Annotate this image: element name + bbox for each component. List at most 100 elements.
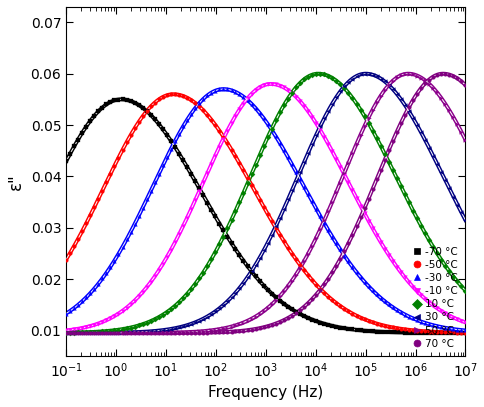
Point: [223, 225, 231, 232]
Point: [142, 196, 150, 203]
Point: [147, 328, 154, 335]
Point: [287, 90, 295, 96]
Point: [428, 73, 436, 80]
Point: [428, 302, 436, 309]
Point: [453, 75, 460, 82]
Point: [70, 329, 78, 336]
Point: [114, 251, 122, 257]
Point: [324, 141, 332, 147]
Point: [421, 137, 428, 143]
Point: [396, 96, 404, 103]
Point: [251, 189, 259, 195]
Point: [295, 265, 303, 271]
Point: [348, 310, 356, 317]
Point: [400, 311, 408, 318]
Point: [175, 329, 182, 336]
Point: [74, 326, 82, 332]
Point: [328, 100, 335, 107]
Point: [122, 330, 130, 336]
Point: [256, 311, 263, 317]
Point: [279, 102, 287, 109]
Point: [211, 213, 219, 220]
Point: [332, 156, 339, 162]
Point: [227, 294, 235, 300]
Point: [284, 154, 291, 160]
Point: [62, 330, 70, 336]
Point: [412, 317, 420, 323]
Point: [166, 91, 174, 98]
Point: [94, 320, 102, 327]
Point: [183, 94, 191, 101]
Point: [215, 326, 223, 333]
Point: [336, 179, 344, 186]
Point: [175, 130, 182, 137]
Point: [348, 75, 356, 82]
Point: [166, 146, 174, 152]
Point: [195, 275, 203, 282]
Point: [231, 289, 239, 296]
Point: [106, 264, 114, 270]
Point: [400, 329, 408, 336]
Point: [440, 330, 448, 336]
Point: [62, 158, 70, 165]
Point: [74, 136, 82, 143]
Point: [444, 325, 452, 332]
Point: [312, 131, 319, 138]
Point: [356, 274, 363, 280]
Point: [376, 239, 384, 245]
Point: [243, 317, 251, 324]
Point: [82, 324, 90, 330]
Point: [147, 330, 154, 336]
Point: [203, 170, 211, 177]
Point: [348, 94, 356, 101]
Point: [247, 101, 255, 107]
Point: [183, 330, 191, 336]
Point: [154, 327, 162, 334]
Point: [179, 323, 186, 330]
Point: [287, 306, 295, 313]
Point: [102, 179, 110, 186]
Point: [171, 330, 179, 336]
Point: [166, 326, 174, 332]
Point: [352, 269, 360, 276]
Point: [256, 152, 263, 158]
Point: [360, 316, 368, 323]
Point: [62, 329, 70, 336]
Point: [368, 225, 376, 232]
Point: [191, 100, 198, 106]
Point: [239, 190, 247, 196]
Point: [348, 187, 356, 193]
Point: [223, 127, 231, 134]
Point: [187, 206, 195, 212]
Point: [364, 120, 372, 126]
Y-axis label: ε": ε": [7, 173, 25, 190]
Point: [195, 328, 203, 335]
Point: [319, 217, 327, 224]
Point: [187, 171, 195, 177]
Point: [440, 324, 448, 331]
Point: [166, 306, 174, 313]
Point: [275, 319, 283, 325]
Point: [179, 223, 186, 230]
Point: [130, 330, 138, 336]
Point: [440, 101, 448, 107]
Point: [187, 329, 195, 335]
Point: [231, 89, 239, 95]
Point: [263, 81, 271, 88]
Point: [166, 329, 174, 336]
Point: [94, 330, 102, 336]
Point: [86, 290, 94, 296]
Point: [106, 330, 114, 336]
Point: [138, 328, 146, 335]
Point: [295, 176, 303, 182]
Point: [388, 258, 396, 264]
Point: [163, 309, 170, 315]
Point: [163, 92, 170, 98]
Point: [408, 207, 416, 214]
Point: [227, 217, 235, 223]
Point: [142, 330, 150, 336]
Point: [340, 85, 348, 92]
Point: [412, 288, 420, 294]
Point: [191, 328, 198, 335]
Point: [215, 86, 223, 93]
